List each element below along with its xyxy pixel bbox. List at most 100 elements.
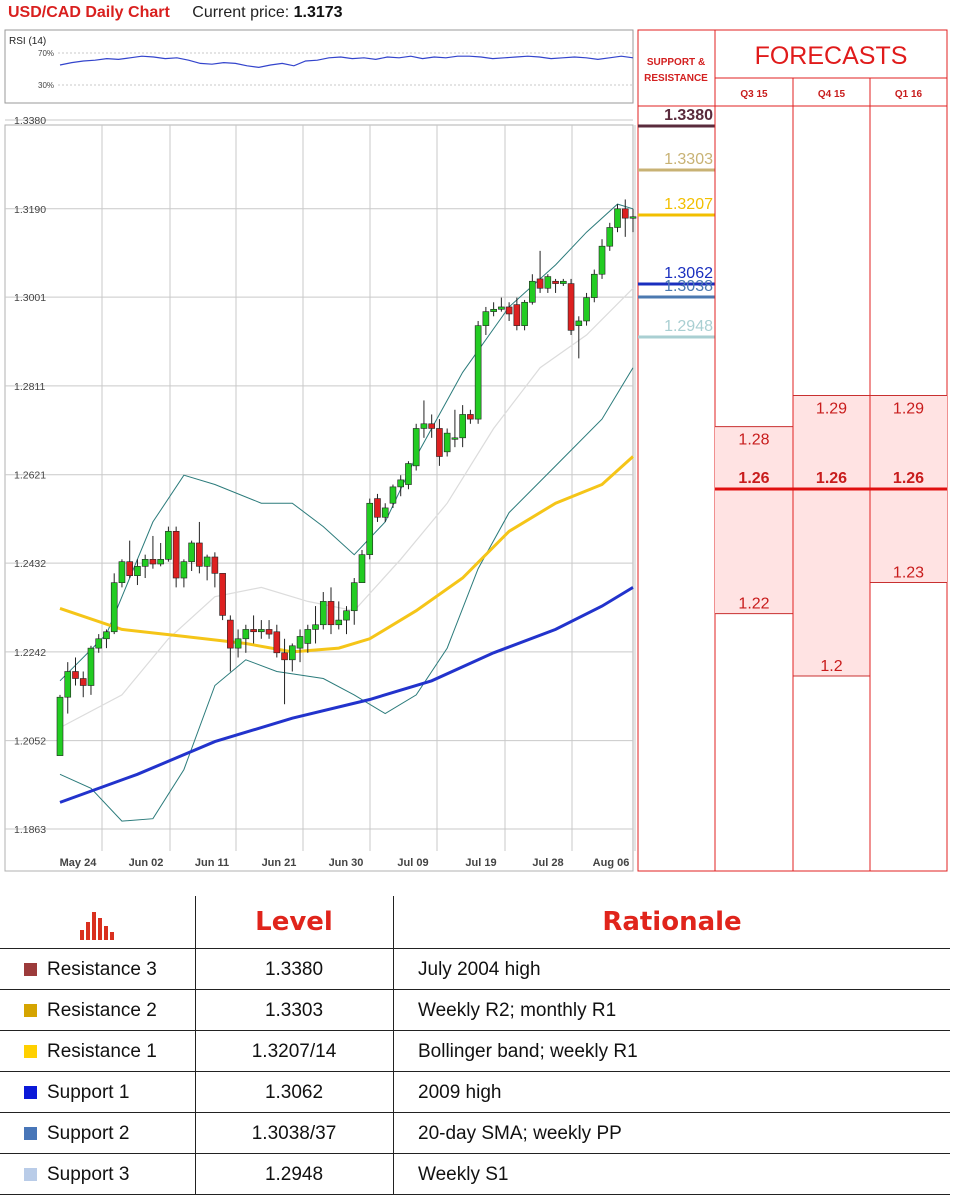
candle-body [72, 671, 79, 679]
candle-body [327, 601, 335, 626]
bar-chart-icon [80, 912, 114, 940]
forecast-low-value: 1.2 [820, 658, 842, 675]
row-name: Resistance 1 [47, 1040, 157, 1062]
current-price-value: 1.3173 [293, 4, 343, 21]
forecast-range [793, 395, 870, 676]
table-row: Support 3 1.2948 Weekly S1 [0, 1153, 950, 1195]
row-name-cell: Resistance 3 [24, 949, 194, 990]
x-tick-label: May 24 [60, 857, 98, 869]
candle-body [629, 216, 637, 219]
candle-body [234, 638, 242, 649]
candle-body [203, 556, 211, 567]
candle-body [513, 304, 521, 326]
forecast-range [715, 426, 793, 614]
candle-body [420, 423, 428, 429]
forecast-col-label: Q3 15 [740, 89, 768, 100]
row-name-cell: Support 3 [24, 1154, 194, 1195]
x-tick-label: Jun 30 [329, 857, 364, 869]
row-level: 1.2948 [264, 1163, 324, 1185]
rsi-level-70: 70% [38, 49, 54, 58]
row-rationale: Weekly S1 [418, 1163, 509, 1185]
level-color-swatch [24, 963, 37, 976]
table-divider-1 [195, 896, 196, 1194]
candle-body [188, 542, 195, 562]
forecast-col-label: Q1 16 [895, 89, 923, 100]
candle-body [467, 414, 474, 420]
row-name: Support 2 [47, 1122, 130, 1144]
candle-body [482, 311, 490, 326]
candle-body [110, 582, 118, 633]
candle-body [505, 306, 513, 315]
sr-level-label: 1.3380 [664, 107, 713, 124]
candle-body [56, 696, 64, 756]
candle-body [521, 301, 528, 326]
candle-body [87, 647, 95, 686]
forecast-title: FORECASTS [755, 42, 908, 70]
candle-body [590, 273, 598, 298]
rsi-line [59, 55, 634, 69]
candle-body [621, 208, 629, 219]
candle-body [529, 280, 536, 303]
x-tick-label: Jul 09 [397, 857, 428, 869]
level-color-swatch [24, 1004, 37, 1017]
candle-body [118, 561, 126, 583]
candle-body [544, 276, 552, 289]
sr-header-line2: RESISTANCE [644, 73, 708, 84]
row-name: Resistance 2 [47, 999, 157, 1021]
table-row: Support 2 1.3038/37 20-day SMA; weekly PP [0, 1112, 950, 1154]
candle-body [312, 624, 319, 630]
candle-body [474, 325, 482, 420]
y-axis-ticks: 1.3380 1.3190 1.3001 1.2811 1.2621 1.2432 1.22… [14, 115, 46, 836]
candle-body [219, 573, 226, 616]
row-level: 1.3207/14 [251, 1040, 337, 1062]
candle-body [250, 629, 257, 633]
row-rationale: 2009 high [418, 1081, 502, 1103]
candle-body [575, 320, 583, 326]
x-tick-label: Jun 21 [262, 857, 297, 869]
row-name: Support 3 [47, 1163, 130, 1185]
x-tick-label: Jun 02 [129, 857, 164, 869]
sr-level-label: 1.3062 [664, 265, 713, 282]
candle-body [227, 619, 234, 649]
table-icon-cell [0, 896, 194, 948]
row-name-cell: Resistance 1 [24, 1031, 194, 1072]
y-tick-label: 1.3190 [14, 204, 46, 216]
forecast-high-value: 1.29 [893, 401, 924, 418]
candle-body [428, 423, 435, 429]
candle-body [242, 629, 250, 640]
sma-blue-line [59, 586, 634, 804]
row-rationale: 20-day SMA; weekly PP [418, 1122, 622, 1144]
candle-body [296, 636, 304, 649]
candle-body [180, 561, 188, 579]
candle-body [319, 601, 327, 626]
candle-body [381, 507, 389, 518]
chart-title: USD/CAD Daily Chart [8, 4, 170, 21]
forecast-mid-value: 1.26 [816, 470, 847, 487]
sr-level-label: 1.2948 [664, 318, 713, 335]
candle-body [397, 479, 405, 488]
sr-level-label: 1.3207 [664, 196, 713, 213]
level-color-swatch [24, 1168, 37, 1181]
rsi-panel [4, 29, 634, 104]
row-name-cell: Resistance 2 [24, 990, 194, 1031]
candle-body [451, 437, 459, 440]
forecast-low-value: 1.22 [738, 596, 769, 613]
candle-body [134, 566, 141, 576]
row-level: 1.3380 [264, 958, 324, 980]
forecast-low-value: 1.23 [893, 565, 924, 582]
candle-body [614, 208, 621, 228]
candle-body [358, 554, 366, 583]
row-level: 1.3038/37 [251, 1122, 337, 1144]
candle-body [583, 297, 590, 322]
candle-body [366, 502, 374, 555]
candle-body [490, 308, 497, 312]
x-tick-label: Jul 28 [532, 857, 563, 869]
y-tick-label: 1.2242 [14, 647, 46, 659]
table-row: Resistance 1 1.3207/14 Bollinger band; wee… [0, 1030, 950, 1072]
rsi-label: RSI (14) [9, 36, 46, 47]
level-color-swatch [24, 1086, 37, 1099]
forecast-high-value: 1.29 [816, 401, 847, 418]
candle-body [412, 428, 420, 467]
candle-body [606, 227, 614, 247]
candle-body [598, 245, 606, 275]
